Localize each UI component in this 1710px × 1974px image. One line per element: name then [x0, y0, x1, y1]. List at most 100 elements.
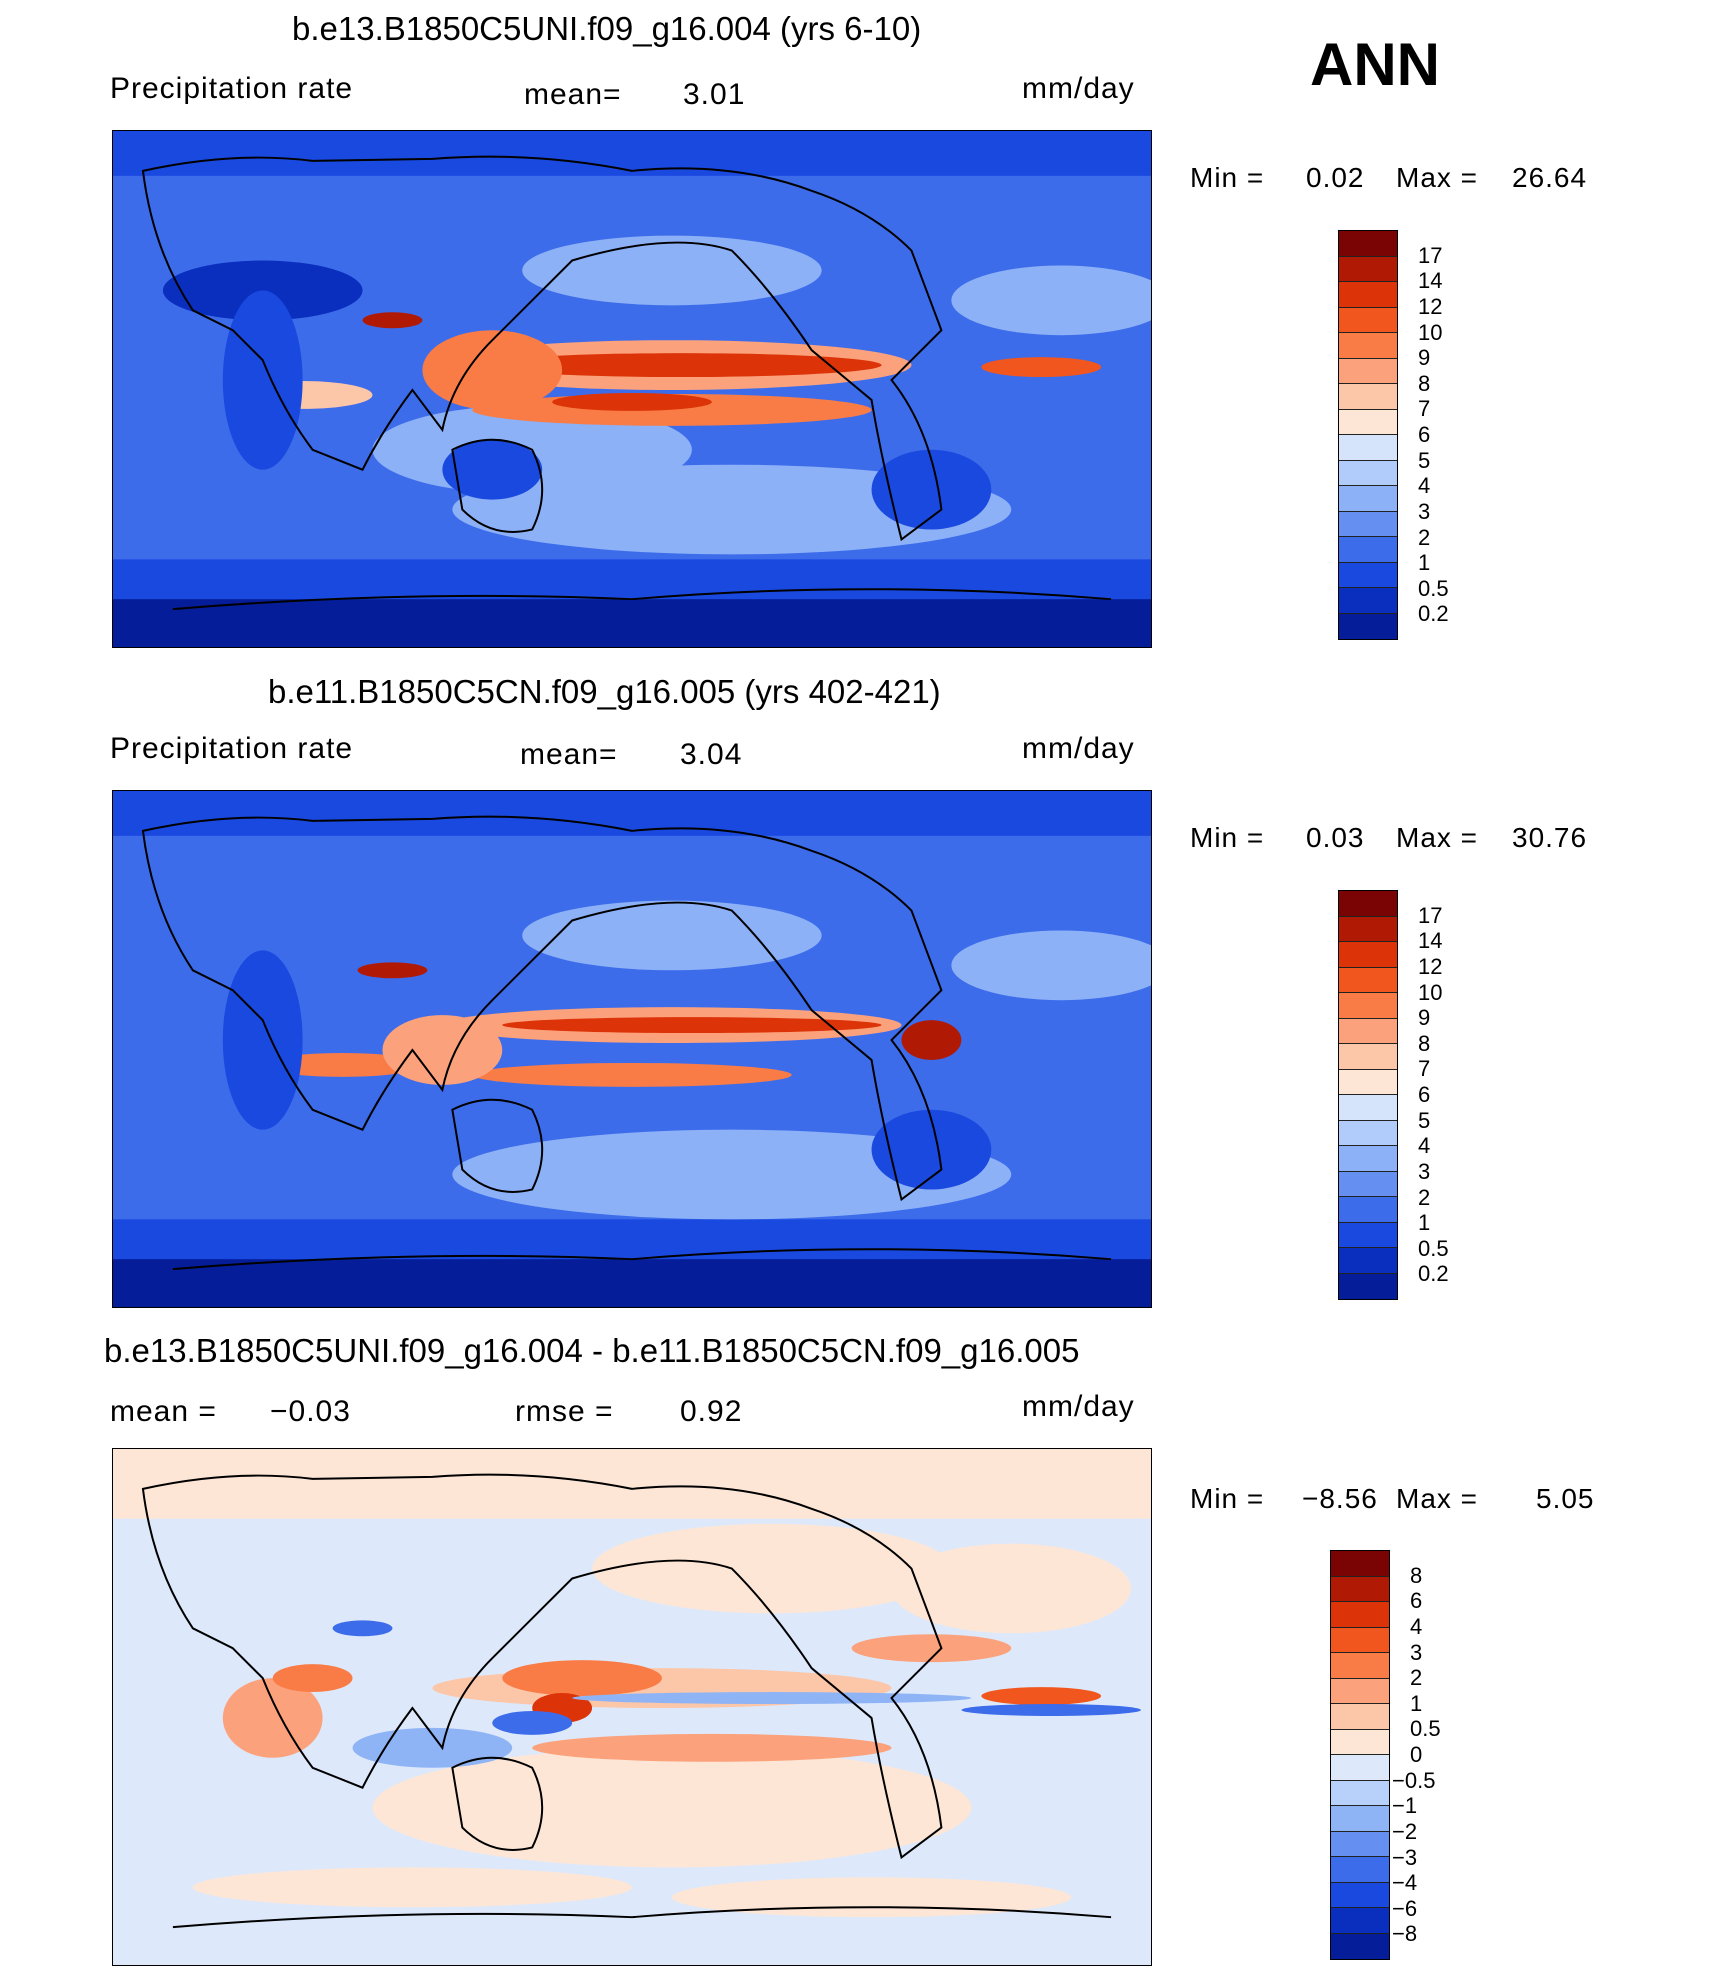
colorbar-tick-label: 6: [1418, 422, 1431, 447]
panel2-max-label: Max =: [1396, 822, 1479, 853]
colorbar-swatch: [1339, 1171, 1397, 1197]
panel3-max-value: 5.05: [1536, 1483, 1595, 1514]
colorbar-tick-label: 3: [1418, 1158, 1431, 1184]
panel1-max-label: Max =: [1396, 162, 1479, 193]
colorbar-swatch: [1331, 1755, 1389, 1781]
colorbar-swatch: [1339, 588, 1397, 614]
colorbar-swatch: [1339, 1248, 1397, 1274]
colorbar-tick-label: −6: [1392, 1895, 1418, 1921]
season-label: ANN: [1310, 31, 1440, 98]
panel2-max-value: 30.76: [1512, 822, 1588, 853]
colorbar-swatch: [1339, 460, 1397, 486]
colorbar-swatch: [1339, 613, 1397, 639]
colorbar-tick-label: 1: [1418, 1210, 1431, 1236]
colorbar-tick-label: 0.5: [1418, 1235, 1449, 1261]
panel2-min-value: 0.03: [1306, 822, 1365, 853]
colorbar-tick-label: 0.5: [1418, 575, 1449, 601]
colorbar-tick-label: 2: [1418, 1184, 1431, 1210]
colorbar-tick-label: 5: [1418, 1107, 1431, 1133]
colorbar-tick-label: −1: [1392, 1793, 1418, 1819]
panel3-title: b.e13.B1850C5UNI.f09_g16.004 - b.e11.B18…: [104, 1332, 1080, 1369]
colorbar-swatch: [1339, 307, 1397, 333]
colorbar-tick-label: −4: [1392, 1870, 1418, 1896]
colorbar-swatch: [1331, 1678, 1389, 1704]
colorbar-swatch: [1339, 1069, 1397, 1095]
panel2-mean-label: mean=: [520, 738, 618, 771]
colorbar-swatch: [1331, 1704, 1389, 1730]
colorbar-swatch: [1339, 942, 1397, 968]
panel1-variable-label: Precipitation rate: [110, 72, 354, 105]
panel3-max-label: Max =: [1396, 1483, 1479, 1514]
colorbar-swatch: [1331, 1806, 1389, 1832]
colorbar-tick-label: 10: [1418, 979, 1443, 1005]
colorbar-swatch: [1331, 1908, 1389, 1934]
colorbar-swatch: [1339, 1146, 1397, 1172]
panel3-map: [112, 1448, 1152, 1966]
colorbar-tick-label: 12: [1418, 953, 1443, 979]
colorbar-swatch: [1331, 1729, 1389, 1755]
colorbar-tick-label: 4: [1410, 1613, 1423, 1639]
panel3-units: mm/day: [1022, 1390, 1135, 1423]
panel1-min-label: Min =: [1190, 162, 1265, 193]
colorbar-swatch: [1339, 1095, 1397, 1121]
colorbar-tick-label: 17: [1418, 902, 1443, 928]
colorbar-swatch: [1339, 1222, 1397, 1248]
colorbar-swatch: [1339, 384, 1397, 410]
colorbar-swatch: [1339, 1273, 1397, 1299]
colorbar-tick-label: 8: [1418, 1030, 1431, 1056]
panel2-title: b.e11.B1850C5CN.f09_g16.005 (yrs 402-421…: [268, 673, 941, 710]
colorbar-swatch: [1331, 1627, 1389, 1653]
colorbar-swatch: [1331, 1576, 1389, 1602]
colorbar-tick-label: 1: [1418, 550, 1431, 576]
colorbar-swatch: [1339, 358, 1397, 384]
colorbar-tick-label: 14: [1418, 928, 1443, 954]
panel1-min-value: 0.02: [1306, 162, 1365, 193]
colorbar-swatch: [1339, 435, 1397, 461]
panel1-mean-label: mean=: [524, 78, 622, 111]
colorbar-swatch: [1331, 1780, 1389, 1806]
panel2-map: [112, 790, 1152, 1308]
colorbar-tick-label: −0.5: [1392, 1767, 1436, 1793]
colorbar-swatch: [1339, 1197, 1397, 1223]
colorbar-swatch: [1339, 1120, 1397, 1146]
colorbar-tick-label: 8: [1410, 1562, 1423, 1588]
panel1-max-value: 26.64: [1512, 162, 1588, 193]
panel2-min-label: Min =: [1190, 822, 1265, 853]
colorbar-swatch: [1339, 891, 1397, 917]
colorbar-tick-label: 12: [1418, 293, 1443, 319]
colorbar-swatch: [1339, 967, 1397, 993]
colorbar-tick-label: 0.5: [1410, 1716, 1441, 1742]
colorbar-tick-label: 0.2: [1418, 1261, 1449, 1287]
colorbar-swatch: [1339, 282, 1397, 308]
panel3-colorbar: [1330, 1550, 1390, 1960]
colorbar-swatch: [1339, 511, 1397, 537]
colorbar-swatch: [1339, 333, 1397, 359]
colorbar-swatch: [1331, 1882, 1389, 1908]
panel3-mean-label: mean =: [110, 1395, 217, 1428]
panel1-map: [112, 130, 1152, 648]
panel3-mean-value: −0.03: [270, 1395, 351, 1428]
panel1-precip-field: [113, 131, 1151, 647]
colorbar-tick-label: −3: [1392, 1844, 1418, 1870]
colorbar-tick-label: 5: [1418, 447, 1431, 473]
panel3-min-value: −8.56: [1302, 1483, 1378, 1514]
panel1-mean-value: 3.01: [683, 78, 746, 111]
colorbar-tick-label: 3: [1418, 498, 1431, 524]
colorbar-tick-label: 10: [1418, 319, 1443, 345]
colorbar-swatch: [1339, 993, 1397, 1019]
colorbar-swatch: [1331, 1857, 1389, 1883]
colorbar-swatch: [1339, 537, 1397, 563]
colorbar-swatch: [1339, 231, 1397, 257]
colorbar-tick-label: 7: [1418, 396, 1431, 422]
panel2-precip-field: [113, 791, 1151, 1307]
colorbar-swatch: [1331, 1551, 1389, 1577]
colorbar-tick-label: 4: [1418, 1133, 1431, 1159]
panel1-colorbar: [1338, 230, 1398, 640]
panel2-colorbar: [1338, 890, 1398, 1300]
colorbar-tick-label: 1: [1410, 1690, 1423, 1716]
panel3-rmse-label: rmse =: [515, 1395, 614, 1428]
colorbar-swatch: [1339, 486, 1397, 512]
colorbar-swatch: [1331, 1653, 1389, 1679]
colorbar-tick-label: 0.2: [1418, 601, 1449, 627]
colorbar-tick-label: 6: [1410, 1588, 1423, 1614]
